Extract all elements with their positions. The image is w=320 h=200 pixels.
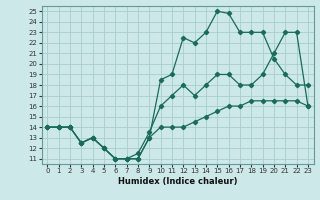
X-axis label: Humidex (Indice chaleur): Humidex (Indice chaleur) [118,177,237,186]
